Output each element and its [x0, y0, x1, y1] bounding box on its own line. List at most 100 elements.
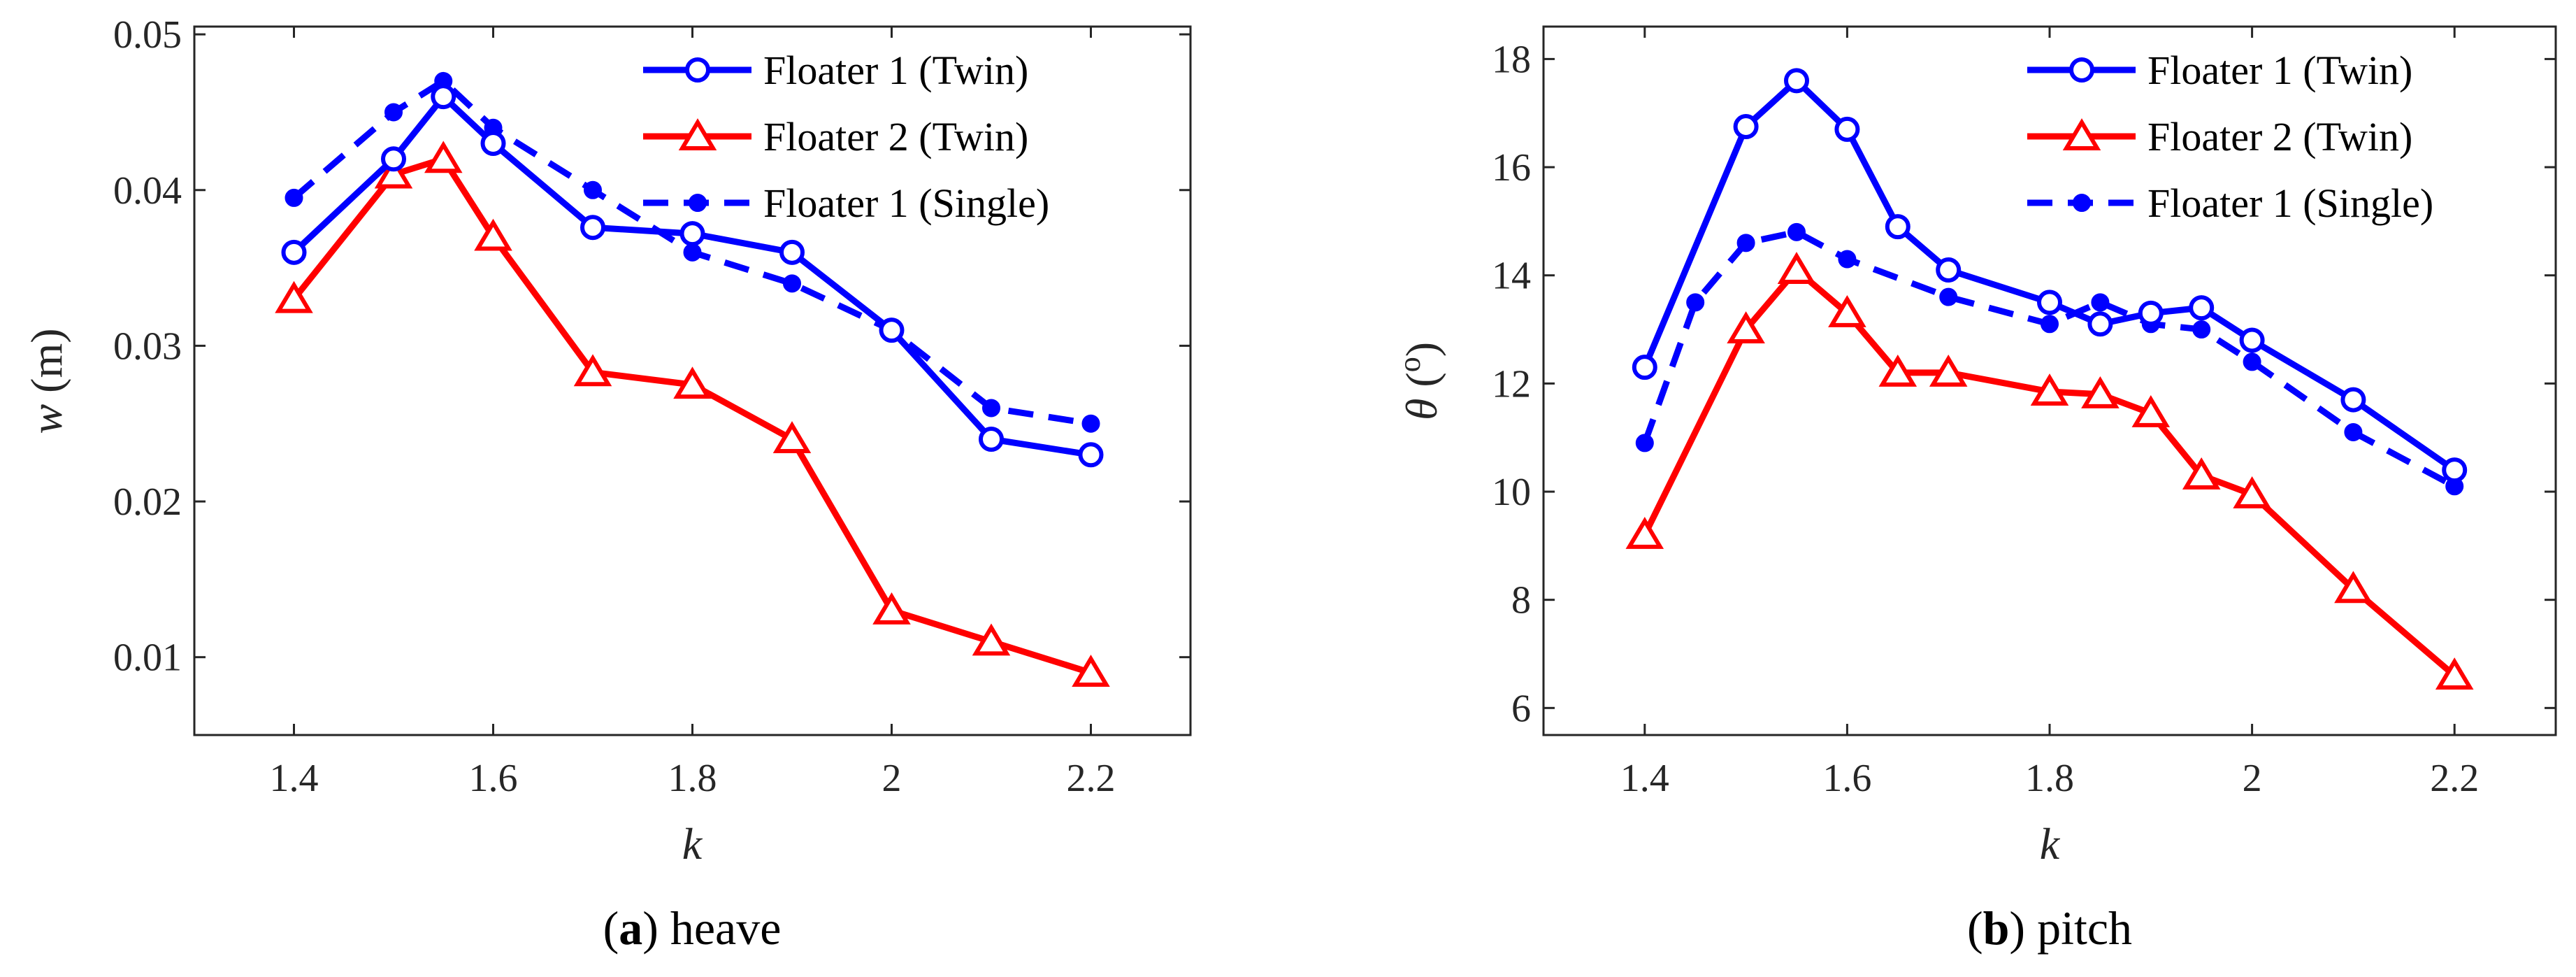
heave-x-tick-label: 1.6 [469, 757, 518, 800]
pitch-point-floater-1-single [1838, 250, 1857, 269]
pitch-point-floater-1-twin [2138, 300, 2164, 326]
pitch-point-floater-2-twin [1878, 355, 1917, 387]
heave-series-floater-1-twin [281, 84, 1104, 468]
pitch-point-floater-1-twin [1885, 214, 1911, 240]
pitch-y-tick-label: 12 [1492, 362, 1531, 406]
pitch-legend: Floater 1 (Twin) Floater 2 (Twin) Floater … [2027, 48, 2433, 226]
pitch-point-floater-1-single [2091, 293, 2110, 312]
heave-point-floater-2-twin [424, 141, 463, 173]
pitch-y-axis-label: θ (o) [1393, 342, 1446, 420]
heave-point-floater-1-twin [879, 318, 905, 343]
pitch-legend-item-floater-2-twin: Floater 2 (Twin) [2027, 114, 2412, 159]
pitch-point-floater-1-twin [1834, 116, 1860, 142]
pitch-line-floater-1-single [1641, 229, 2456, 490]
pitch-y-tick-label: 18 [1492, 38, 1531, 81]
pitch-x-tick-label: 1.6 [1822, 757, 1871, 800]
pitch-x-tick-label: 2.2 [2430, 757, 2479, 800]
heave-legend-item-floater-2-twin: Floater 2 (Twin) [643, 114, 1028, 159]
pitch-point-floater-1-twin [2037, 290, 2062, 315]
heave-x-axis-label: k [682, 819, 703, 869]
heave-y-tick-label: 0.05 [113, 13, 182, 57]
pitch-point-floater-1-single [2041, 315, 2059, 334]
pitch-point-floater-2-twin [1625, 517, 1664, 549]
heave-y-tick-label: 0.02 [113, 480, 182, 524]
pitch-x-axis-label: k [2040, 819, 2061, 869]
heave-line-floater-1-twin [291, 93, 1094, 458]
pitch-series-floater-1-single [1635, 222, 2464, 496]
pitch-point-floater-1-twin [1936, 257, 1962, 283]
pitch-point-floater-2-twin [2334, 571, 2373, 604]
heave-legend-item-floater-1-twin: Floater 1 (Twin) [643, 48, 1028, 93]
pitch-series-floater-1-twin [1632, 68, 2468, 483]
pitch-x-tick-label: 1.8 [2025, 757, 2074, 800]
heave-point-floater-1-single [1081, 414, 1100, 433]
heave-point-floater-1-twin [480, 130, 506, 156]
pitch-point-floater-1-single [2192, 320, 2211, 339]
heave-point-floater-1-single [683, 243, 702, 262]
heave-point-floater-2-twin [673, 366, 712, 399]
pitch-point-floater-2-twin [2435, 657, 2474, 690]
heave-point-floater-1-single [384, 103, 403, 122]
pitch-y-tick-label: 8 [1511, 579, 1531, 622]
heave-ticks: 1.4 1.6 1.8 2 2.2 0.01 0.02 0.03 0.04 0.05 [113, 13, 1190, 800]
heave-point-floater-1-single [982, 399, 1000, 418]
pitch-point-floater-2-twin [2233, 476, 2271, 508]
heave-legend-marker-floater-1-twin [685, 57, 710, 83]
heave-x-tick-label: 1.8 [668, 757, 717, 800]
heave-y-tick-label: 0.03 [113, 325, 182, 368]
heave-legend-label: Floater 2 (Twin) [763, 114, 1028, 159]
heave-point-floater-1-twin [431, 84, 456, 110]
pitch-legend-item-floater-1-twin: Floater 1 (Twin) [2027, 48, 2412, 93]
heave-point-floater-2-twin [275, 280, 313, 313]
heave-point-floater-1-twin [979, 426, 1004, 452]
pitch-point-floater-1-twin [1733, 114, 1759, 140]
heave-point-floater-1-twin [779, 239, 805, 265]
pitch-point-floater-2-twin [1828, 294, 1866, 327]
heave-x-tick-label: 2 [882, 757, 902, 800]
pitch-point-floater-1-twin [2189, 295, 2215, 321]
pitch-point-floater-1-single [2344, 422, 2363, 441]
pitch-point-floater-1-twin [2442, 457, 2468, 483]
pitch-point-floater-1-twin [2239, 327, 2265, 353]
pitch-point-floater-1-single [1635, 434, 1654, 452]
pitch-point-floater-1-single [1686, 293, 1705, 312]
heave-legend-label: Floater 1 (Twin) [763, 48, 1028, 93]
heave-point-floater-1-single [783, 274, 801, 293]
heave-legend: Floater 1 (Twin) Floater 2 (Twin) Floater … [643, 48, 1049, 226]
heave-caption: (a) heave [603, 901, 782, 955]
heave-point-floater-2-twin [872, 592, 911, 625]
pitch-x-tick-label: 2 [2243, 757, 2262, 800]
heave-legend-label: Floater 1 (Single) [763, 180, 1049, 226]
pitch-point-floater-2-twin [2131, 395, 2171, 427]
heave-y-axis-label: w (m) [22, 328, 71, 434]
pitch-point-floater-2-twin [1929, 355, 1968, 387]
pitch-y-tick-label: 6 [1511, 687, 1531, 730]
heave-legend-item-floater-1-single: Floater 1 (Single) [643, 180, 1049, 226]
heave-x-tick-label: 2.2 [1067, 757, 1116, 800]
pitch-series-layer [1625, 68, 2474, 690]
pitch-series-floater-2-twin [1625, 252, 2474, 690]
heave-legend-marker-floater-1-single [689, 194, 707, 212]
pitch-ticks: 1.4 1.6 1.8 2 2.2 6 8 10 12 14 16 18 [1492, 27, 2556, 800]
heave-y-tick-label: 0.01 [113, 636, 182, 680]
heave-x-tick-label: 1.4 [270, 757, 319, 800]
heave-point-floater-2-twin [972, 623, 1011, 656]
pitch-legend-label: Floater 2 (Twin) [2147, 114, 2412, 159]
pitch-point-floater-1-twin [2340, 387, 2366, 413]
pitch-chart-panel: 1.4 1.6 1.8 2 2.2 6 8 10 12 14 16 18 k θ (o) Floate… [1393, 25, 2557, 955]
pitch-point-floater-1-single [2243, 352, 2261, 371]
pitch-legend-marker-floater-1-single [2073, 194, 2091, 212]
pitch-point-floater-1-twin [1632, 355, 1657, 380]
pitch-legend-label: Floater 1 (Single) [2147, 180, 2433, 226]
heave-line-floater-2-twin [291, 155, 1094, 676]
heave-line-floater-1-single [292, 78, 1092, 427]
heave-point-floater-1-twin [381, 146, 406, 172]
heave-point-floater-1-single [584, 180, 602, 199]
pitch-legend-item-floater-1-single: Floater 1 (Single) [2027, 180, 2433, 226]
pitch-point-floater-1-twin [2087, 311, 2113, 337]
heave-legend-marker-floater-2-twin [678, 118, 717, 150]
pitch-legend-label: Floater 1 (Twin) [2147, 48, 2412, 93]
heave-point-floater-1-single [285, 188, 303, 207]
heave-point-floater-1-twin [1078, 442, 1104, 468]
pitch-point-floater-1-single [1939, 287, 1958, 306]
